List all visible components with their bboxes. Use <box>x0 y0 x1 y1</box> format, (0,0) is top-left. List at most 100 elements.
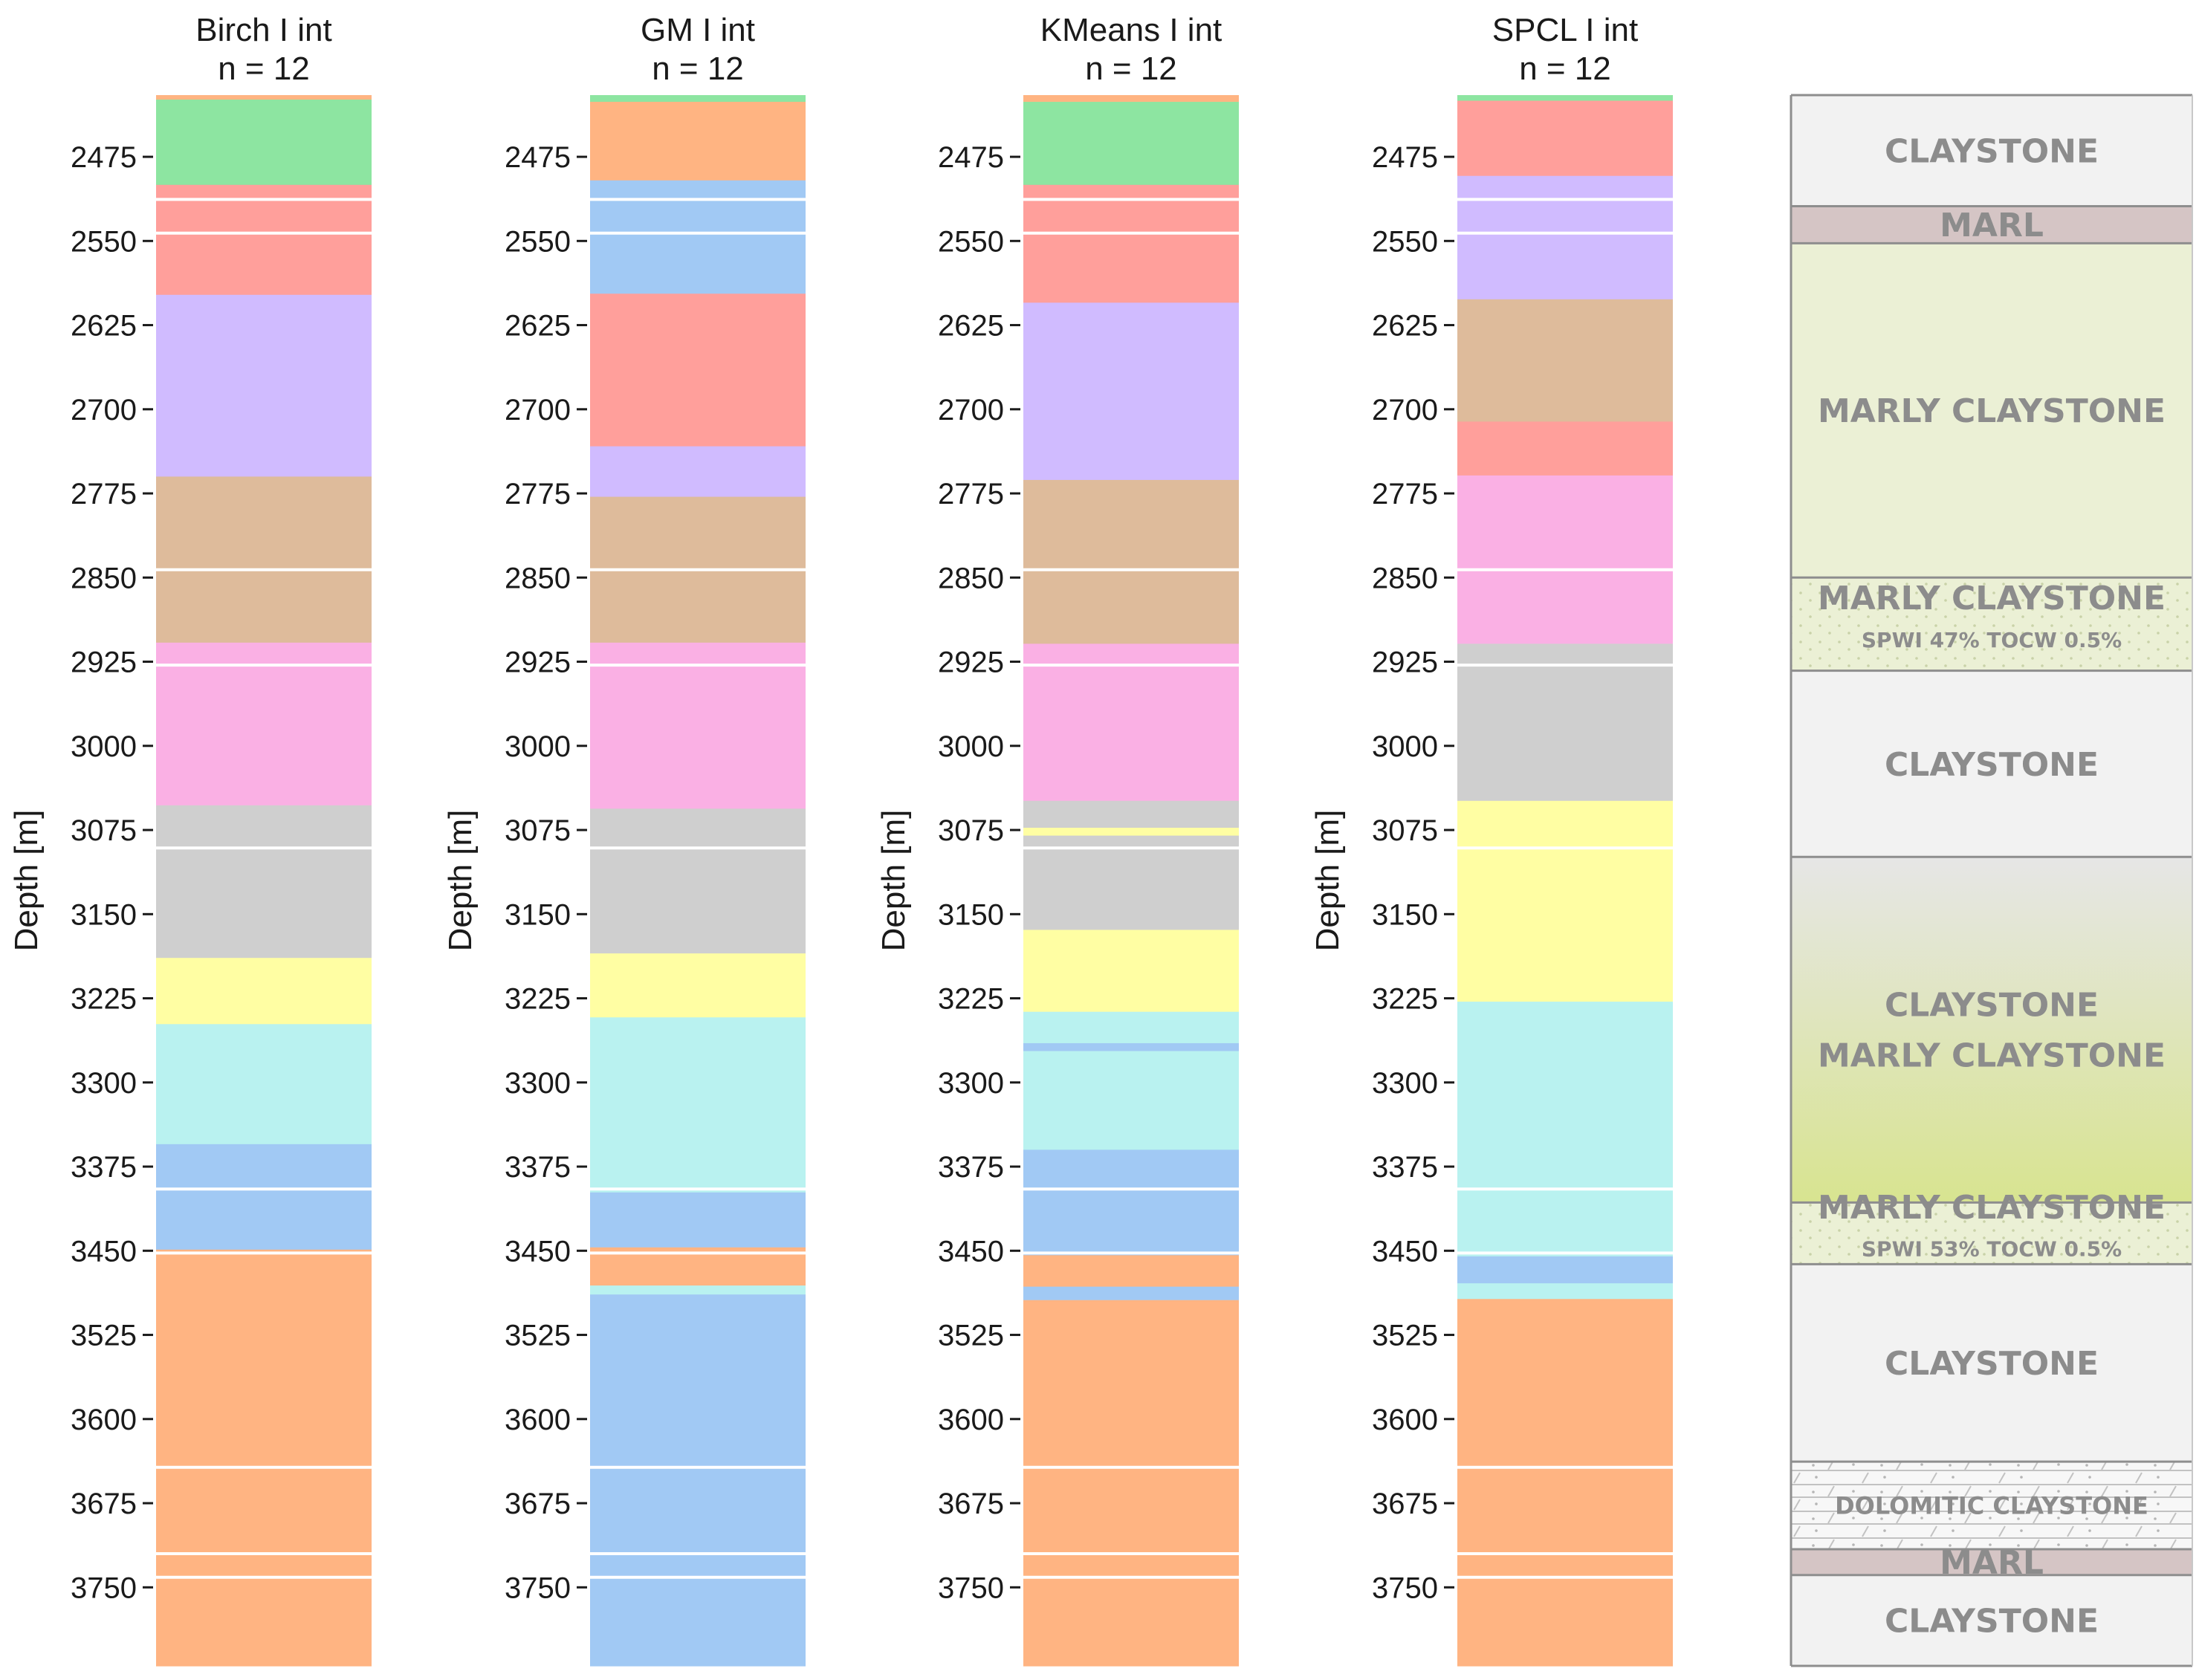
lithology-texture <box>1791 1202 2192 1265</box>
column-n-label: n = 12 <box>1085 51 1177 87</box>
cluster-segment <box>1457 299 1673 423</box>
depth-tick-label: 2475 <box>1372 141 1438 174</box>
depth-axis-label: Depth [m] <box>442 810 479 952</box>
cluster-segment <box>590 95 806 103</box>
column-n-label: n = 12 <box>218 51 310 87</box>
cluster-segment <box>1457 95 1673 102</box>
lithology-label: CLAYSTONE <box>1885 133 2099 171</box>
depth-tick-label: 3525 <box>71 1320 137 1352</box>
depth-tick-label: 2625 <box>505 310 571 343</box>
depth-tick-label: 2850 <box>938 562 1004 594</box>
lithology-fill <box>1791 206 2192 244</box>
lithology-column: CLAYSTONE MARL MARLY CLAYSTONE MARLY CLAYST… <box>1790 94 2193 1667</box>
depth-tick-label: 3750 <box>71 1572 137 1604</box>
cluster-segment <box>1457 1256 1673 1284</box>
depth-tick-label: 3375 <box>938 1151 1004 1184</box>
lithology-fill <box>1791 857 2192 1203</box>
depth-tick-label: 3000 <box>71 730 137 763</box>
cluster-segment <box>590 1017 806 1193</box>
depth-tick-label: 2475 <box>938 141 1004 174</box>
depth-tick-label: 2775 <box>1372 478 1438 510</box>
depth-tick-label: 3600 <box>71 1404 137 1436</box>
cluster-segment <box>156 95 372 100</box>
cluster-segment <box>156 805 372 959</box>
cluster-segment <box>1457 175 1673 300</box>
column-title: Birch I int <box>195 12 331 48</box>
depth-axis-label: Depth [m] <box>875 810 912 952</box>
depth-tick-label: 2475 <box>505 141 571 174</box>
cluster-segment <box>156 958 372 1025</box>
depth-tick-label: 3150 <box>505 898 571 931</box>
depth-tick-label: 2850 <box>71 562 137 594</box>
cluster-segment <box>1023 930 1239 1013</box>
lithology-label: MARL <box>1940 207 2044 244</box>
cluster-segment <box>1457 421 1673 476</box>
depth-tick-label: 3600 <box>1372 1404 1438 1436</box>
cluster-segment <box>1023 479 1239 644</box>
column-n-label: n = 12 <box>652 51 744 87</box>
depth-tick-label: 3000 <box>1372 730 1438 763</box>
cluster-segment <box>156 1024 372 1145</box>
lithology-unit: DOLOMITIC CLAYSTONE <box>1791 1460 2192 1549</box>
depth-tick-label: 3600 <box>505 1404 571 1436</box>
cluster-segment <box>590 446 806 498</box>
depth-tick-label: 3150 <box>938 898 1004 931</box>
cluster-segment <box>590 1294 806 1667</box>
depth-tick-label: 3375 <box>505 1151 571 1184</box>
cluster-segment <box>1457 1002 1673 1257</box>
depth-tick-label: 2550 <box>1372 225 1438 258</box>
lithology-unit: CLAYSTONE <box>1791 1574 2192 1666</box>
depth-tick-label: 3675 <box>938 1488 1004 1520</box>
depth-tick-label: 3225 <box>938 983 1004 1016</box>
depth-tick-label: 3225 <box>71 983 137 1016</box>
cluster-segment <box>1023 835 1239 931</box>
depth-tick-label: 3225 <box>1372 983 1438 1016</box>
depth-tick-label: 3150 <box>71 898 137 931</box>
cluster-segment <box>1457 800 1673 1002</box>
cluster-segment <box>156 642 372 806</box>
cluster-segment <box>1457 475 1673 644</box>
lithology-label: DOLOMITIC CLAYSTONE <box>1835 1492 2148 1520</box>
column-title: SPCL I int <box>1492 12 1638 48</box>
column-n-label: n = 12 <box>1519 51 1611 87</box>
lithology-label: MARLY CLAYSTONE <box>1818 1189 2166 1227</box>
lithology-label: MARLY CLAYSTONE <box>1818 1037 2166 1075</box>
depth-tick-label: 3075 <box>505 814 571 847</box>
depth-tick-label: 3075 <box>71 814 137 847</box>
cluster-segment <box>1023 184 1239 303</box>
cluster-segment <box>1023 95 1239 103</box>
cluster-segment <box>590 1192 806 1248</box>
cluster-segment <box>1023 1286 1239 1301</box>
depth-tick-label: 3000 <box>938 730 1004 763</box>
depth-tick-label: 3675 <box>1372 1488 1438 1520</box>
depth-axis-label: Depth [m] <box>1309 810 1346 952</box>
lithology-unit: MARLY CLAYSTONE SPWI 47% TOCW 0.5% <box>1791 576 2192 671</box>
depth-tick-label: 2925 <box>938 646 1004 679</box>
cluster-segment <box>156 1144 372 1251</box>
depth-tick-label: 2925 <box>505 646 571 679</box>
depth-tick-label: 3450 <box>505 1235 571 1268</box>
cluster-segment <box>1457 100 1673 177</box>
column-title: KMeans I int <box>1040 12 1222 48</box>
depth-tick-label: 2700 <box>505 394 571 427</box>
cluster-segment <box>156 476 372 643</box>
depth-tick-label: 2550 <box>71 225 137 258</box>
depth-tick-label: 2925 <box>71 646 137 679</box>
depth-tick-label: 3225 <box>505 983 571 1016</box>
cluster-segment <box>1023 828 1239 837</box>
cluster-segment <box>1023 1051 1239 1150</box>
depth-tick-label: 2925 <box>1372 646 1438 679</box>
depth-tick-label: 3600 <box>938 1404 1004 1436</box>
lithology-fill <box>1791 243 2192 578</box>
depth-tick-label: 2775 <box>71 478 137 510</box>
depth-tick-label: 3375 <box>71 1151 137 1184</box>
cluster-segment <box>1023 1300 1239 1667</box>
depth-tick-label: 3675 <box>71 1488 137 1520</box>
cluster-segment <box>590 808 806 954</box>
